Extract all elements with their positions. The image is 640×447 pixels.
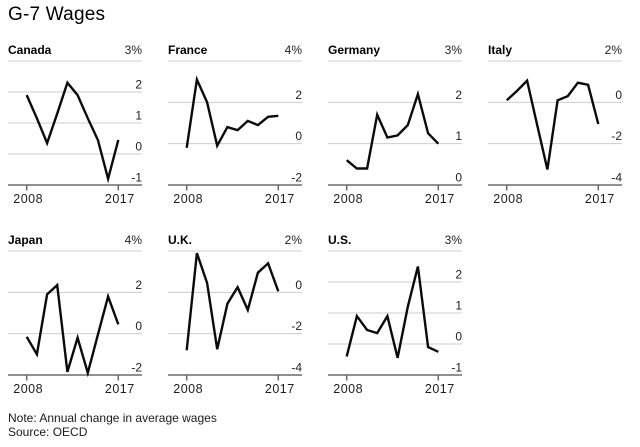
x-tick-label: 2008 [333,192,363,206]
chart-panel-u-k: U.K. 2% 0 -2 -4 2008 2017 [168,233,303,396]
y-tick-label: -2 [611,129,622,143]
y-tick-label: 0 [455,330,462,344]
panel-title: Germany [328,43,380,57]
x-tick-label: 2017 [105,192,135,206]
y-tick-label: 0 [615,88,622,102]
x-tick-label: 2017 [585,192,615,206]
x-tick-label: 2008 [333,382,363,396]
y-tick-label: 0 [455,171,462,185]
y-max-label: 3% [445,233,463,247]
x-tick-label: 2017 [265,192,295,206]
data-line-japan [25,282,120,378]
y-tick-label: 0 [295,278,302,292]
y-tick-label: 2 [455,88,462,102]
y-max-label: 4% [125,233,143,247]
x-tick-label: 2008 [173,382,203,396]
y-tick-label: -1 [131,171,142,185]
page-title: G-7 Wages [8,4,106,25]
data-line-u-k [185,252,280,351]
chart-panel-france: France 4% 2 0 -2 2008 2017 [168,43,303,206]
y-tick-label: 1 [135,109,142,123]
data-line-france [185,75,279,150]
y-tick-label: 0 [295,129,302,143]
y-max-label: 2% [285,233,303,247]
y-max-label: 2% [605,43,623,57]
x-tick-label: 2008 [493,192,523,206]
chart-source: Source: OECD [8,424,88,439]
y-max-label: 3% [125,43,143,57]
footnote-block: Note: Annual change in average wages Sou… [8,411,217,439]
y-tick-label: 2 [295,88,302,102]
panel-title: Canada [8,43,52,57]
y-tick-label: 1 [455,299,462,313]
chart-panel-italy: Italy 2% 0 -2 -4 2008 2017 [488,43,623,206]
chart-panel-germany: Germany 3% 2 1 0 2008 2017 [328,43,463,206]
y-tick-label: -2 [291,319,302,333]
x-tick-label: 2017 [105,382,135,396]
x-tick-label: 2008 [13,382,43,396]
y-tick-label: 2 [135,278,142,292]
x-tick-label: 2008 [13,192,43,206]
panel-title: France [168,43,208,57]
y-tick-label: -2 [291,171,302,185]
y-tick-label: -1 [451,361,462,375]
data-line-germany [345,89,440,170]
x-tick-label: 2008 [173,192,203,206]
y-max-label: 4% [285,43,303,57]
y-tick-label: 2 [135,78,142,92]
y-tick-label: 2 [455,268,462,282]
chart-note: Note: Annual change in average wages [8,411,217,425]
y-tick-label: 0 [135,140,142,154]
data-line-u-s [345,266,439,359]
y-tick-label: -2 [131,361,142,375]
small-multiples-grid: Canada 3% 2 1 0 -1 2008 2017 France 4% 2 0 -2 2008 201… [8,43,623,396]
x-tick-label: 2017 [425,192,455,206]
x-tick-label: 2017 [425,382,455,396]
y-tick-label: -4 [291,361,302,375]
y-tick-label: 1 [455,129,462,143]
panel-title: Japan [8,233,43,247]
panel-title: U.K. [168,233,192,247]
data-line-italy [505,78,600,170]
chart-panel-japan: Japan 4% 2 0 -2 2008 2017 [8,233,143,396]
chart-panel-u-s: U.S. 3% 2 1 0 -1 2008 2017 [328,233,463,396]
y-tick-label: -4 [611,171,622,185]
panel-title: U.S. [328,233,351,247]
x-tick-label: 2017 [265,382,295,396]
data-line-canada [25,80,120,184]
chart-panel-canada: Canada 3% 2 1 0 -1 2008 2017 [8,43,143,206]
y-max-label: 3% [445,43,463,57]
panel-title: Italy [488,43,512,57]
y-tick-label: 0 [135,319,142,333]
